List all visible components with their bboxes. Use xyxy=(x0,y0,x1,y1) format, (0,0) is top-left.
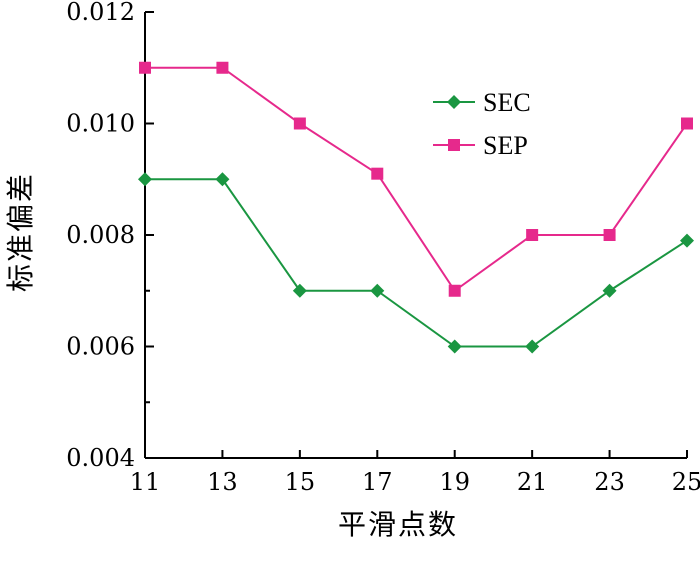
x-tick-label: 23 xyxy=(594,468,625,496)
x-tick-label: 17 xyxy=(362,468,393,496)
y-tick-label: 0.008 xyxy=(66,221,135,249)
series-sep-point xyxy=(603,229,616,241)
x-tick-label: 19 xyxy=(439,468,470,496)
y-tick-label: 0.004 xyxy=(66,444,135,472)
legend-sec-label: SEC xyxy=(483,88,531,117)
y-ticks: 0.004 0.006 0.008 0.010 0.012 xyxy=(66,0,154,472)
series-sec-point xyxy=(447,339,462,354)
y-axis-title: 标准偏差 xyxy=(4,172,37,292)
x-tick-label: 13 xyxy=(207,468,238,496)
series-sec xyxy=(138,172,694,354)
series-sep-point xyxy=(681,117,693,130)
x-axis-title: 平滑点数 xyxy=(338,508,458,541)
x-tick-label: 11 xyxy=(130,468,161,496)
series-sep-point xyxy=(216,61,229,74)
series-sec-point xyxy=(138,172,152,187)
x-tick-label: 25 xyxy=(672,468,700,496)
x-tick-label: 21 xyxy=(517,468,548,496)
series-sec-point xyxy=(292,283,307,298)
series-sep-line xyxy=(145,66,688,293)
series-sec-point xyxy=(602,283,617,298)
y-tick-label: 0.012 xyxy=(66,0,135,26)
y-tick-label: 0.006 xyxy=(66,333,135,361)
series-sec-line xyxy=(145,178,688,348)
series-sep xyxy=(139,61,693,297)
y-tick-label: 0.010 xyxy=(66,110,135,138)
x-ticks: 11 13 15 17 19 21 23 25 xyxy=(130,450,700,496)
series-sep-point xyxy=(526,229,539,241)
series-sec-point xyxy=(370,283,385,298)
series-sec-point xyxy=(215,172,230,187)
x-tick-label: 15 xyxy=(285,468,316,496)
series-sep-point xyxy=(371,167,384,180)
series-sep-point xyxy=(448,284,461,297)
series-layer xyxy=(138,61,694,354)
legend: SEC SEP xyxy=(433,88,531,160)
series-sep-point xyxy=(139,61,151,74)
series-sec-point xyxy=(525,339,540,354)
series-sec-point xyxy=(680,233,694,248)
legend-sep-marker xyxy=(448,139,460,151)
legend-item-sec: SEC xyxy=(433,88,531,117)
series-sep-point xyxy=(293,117,306,130)
legend-sep-label: SEP xyxy=(483,131,528,160)
legend-item-sep: SEP xyxy=(433,131,528,160)
legend-sec-marker xyxy=(447,95,461,109)
